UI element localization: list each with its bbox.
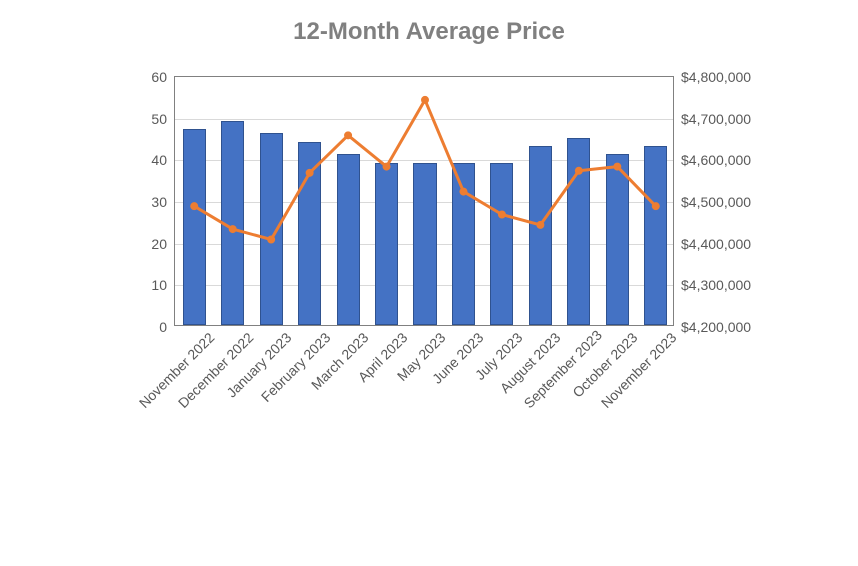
bar	[567, 138, 590, 326]
y-left-tick: 10	[151, 277, 175, 293]
gridline	[175, 160, 673, 161]
bar	[298, 142, 321, 325]
y-left-tick: 60	[151, 69, 175, 85]
bar	[490, 163, 513, 326]
chart-container: 0 $4,200,000 10 $4,300,000 20 $4,400,000 30 $4,…	[44, 76, 814, 496]
bar	[644, 146, 667, 325]
line-marker	[421, 96, 429, 104]
bar	[221, 121, 244, 325]
bar	[606, 154, 629, 325]
bar	[183, 129, 206, 325]
y-right-tick: $4,800,000	[673, 69, 751, 85]
bar	[452, 163, 475, 326]
y-left-tick: 40	[151, 152, 175, 168]
bar	[337, 154, 360, 325]
plot-area: 0$4,200,00010$4,300,00020$4,400,00030$4,…	[174, 76, 674, 326]
y-left-tick: 30	[151, 194, 175, 210]
y-right-tick: $4,200,000	[673, 319, 751, 335]
y-right-tick: $4,600,000	[673, 152, 751, 168]
y-left-tick: 50	[151, 111, 175, 127]
y-left-tick: 0	[159, 319, 175, 335]
line-marker	[344, 131, 352, 139]
y-right-tick: $4,400,000	[673, 236, 751, 252]
chart-title: 12-Month Average Price	[0, 0, 858, 46]
gridline	[175, 119, 673, 120]
bar	[529, 146, 552, 325]
bar	[375, 163, 398, 326]
y-right-tick: $4,300,000	[673, 277, 751, 293]
bar	[260, 133, 283, 325]
y-right-tick: $4,500,000	[673, 194, 751, 210]
bar	[413, 163, 436, 326]
y-right-tick: $4,700,000	[673, 111, 751, 127]
y-left-tick: 20	[151, 236, 175, 252]
